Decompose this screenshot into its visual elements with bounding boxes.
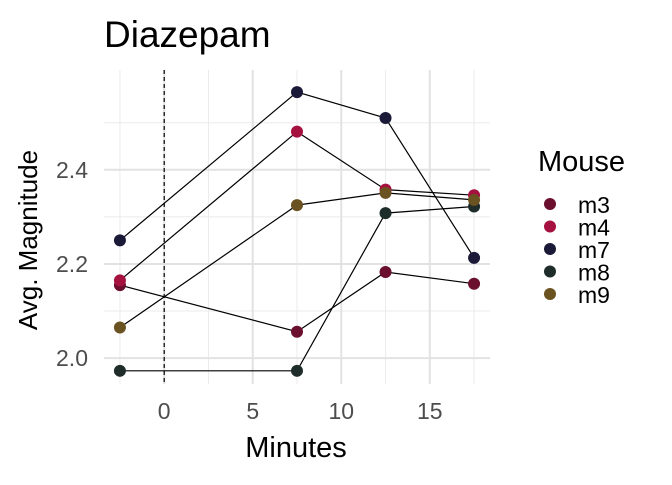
y-tick-label: 2.0: [56, 345, 88, 371]
x-tick-label: 0: [158, 398, 171, 424]
chart-title: Diazepam: [104, 14, 271, 55]
legend-label-m9: m9: [578, 282, 610, 308]
series-line-m7: [119, 91, 475, 259]
data-point-m7: [113, 234, 126, 247]
grid: [104, 70, 490, 384]
legend-key-m8: [544, 265, 556, 278]
data-point-m9: [113, 321, 126, 334]
data-point-m7: [468, 251, 481, 264]
data-point-m8: [113, 364, 126, 377]
x-tick-label: 15: [417, 398, 443, 424]
x-axis-label: Minutes: [245, 432, 347, 464]
legend-title: Mouse: [538, 146, 625, 178]
data-point-m3: [379, 265, 392, 278]
data-point-m9: [291, 199, 303, 212]
legend-key-m3: [544, 198, 556, 210]
legend-label-m7: m7: [578, 237, 610, 263]
y-tick-label: 2.4: [56, 157, 88, 183]
y-axis-label: Avg. Magnitude: [13, 150, 43, 330]
legend-key-m7: [544, 243, 556, 255]
series-line-m9: [119, 192, 475, 328]
legend-label-m4: m4: [578, 215, 610, 241]
data-point-m8: [291, 364, 303, 377]
data-point-m9: [468, 193, 481, 206]
legend-key-m9: [544, 288, 556, 300]
x-tick-label: 10: [328, 398, 354, 424]
legend-key-m4: [544, 220, 556, 233]
y-tick-label: 2.2: [56, 251, 88, 277]
data-point-m7: [379, 112, 392, 125]
data-point-m8: [379, 207, 392, 220]
series-line-m3: [119, 271, 475, 333]
data-point-m4: [113, 274, 126, 287]
x-axis-ticks: 0 5 10 15: [158, 398, 443, 424]
data-point-m3: [291, 325, 303, 338]
data-point-m3: [468, 277, 481, 290]
series-line-m8: [119, 205, 475, 372]
data-point-m4: [291, 125, 303, 138]
data-point-m7: [291, 86, 303, 99]
x-tick-label: 5: [246, 398, 259, 424]
data-point-m9: [379, 186, 392, 199]
y-axis-ticks: 2.0 2.2 2.4: [56, 157, 88, 371]
series-line-m4: [119, 130, 475, 281]
series-layer: [113, 86, 481, 377]
legend-label-m8: m8: [578, 260, 610, 286]
legend-label-m3: m3: [578, 192, 610, 218]
